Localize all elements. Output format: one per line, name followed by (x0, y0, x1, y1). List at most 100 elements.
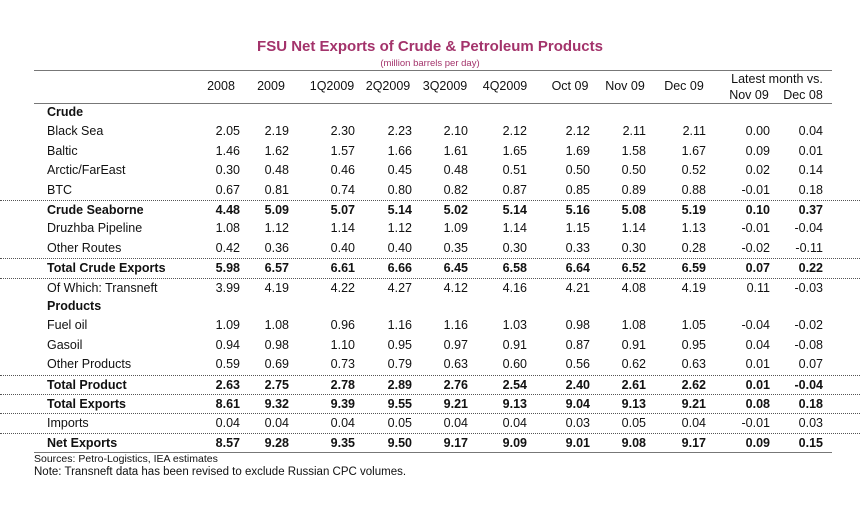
table-row: Fuel oil 1.09 1.08 0.96 1.16 1.16 1.03 0.98 1.08… (0, 316, 860, 335)
table-cell: 6.57 (264, 261, 289, 276)
table-cell: 0.45 (387, 163, 412, 178)
table-cell: 0.01 (798, 143, 823, 158)
table-cell: 1.10 (330, 337, 355, 352)
table-cell: 5.14 (387, 203, 412, 217)
table-cell: 9.21 (681, 397, 706, 411)
table-cell: 5.19 (681, 203, 706, 217)
table-row: Net Exports 8.57 9.28 9.35 9.50 9.17 9.09 9.01 9… (0, 432, 860, 453)
table-cell: 1.61 (443, 143, 468, 158)
table-cell: 1.16 (443, 318, 468, 333)
table-cell: 4.16 (502, 280, 527, 295)
table-cell: 0.95 (681, 337, 706, 352)
table-cell: 6.45 (443, 261, 468, 276)
table-cell: 2.11 (682, 124, 706, 139)
table-cell: 1.09 (443, 221, 468, 236)
table-cell: 0.33 (565, 240, 590, 255)
table-cell: 5.02 (443, 203, 468, 217)
table-cell: 0.89 (621, 182, 646, 197)
table-cell: 2.40 (565, 377, 590, 392)
table-cell: 2.76 (443, 377, 468, 392)
column-header: 2Q2009 (365, 79, 411, 93)
table-cell: 1.69 (565, 143, 590, 158)
table-notes: Sources: Petro-Logistics, IEA estimates … (34, 453, 406, 479)
table-cell: 2.05 (215, 124, 240, 139)
table-cell: 1.16 (387, 318, 412, 333)
table-cell: 0.98 (264, 337, 289, 352)
table-cell: 0.37 (798, 203, 823, 217)
table-cell: 0.87 (565, 337, 590, 352)
table-cell: 0.04 (330, 416, 355, 431)
top-rule (34, 70, 832, 71)
table-row: Druzhba Pipeline 1.08 1.12 1.14 1.12 1.09 1.14… (0, 219, 860, 238)
table-cell: 0.04 (681, 416, 706, 431)
table-title: FSU Net Exports of Crude & Petroleum Pro… (257, 38, 603, 55)
table-cell: 0.79 (387, 357, 412, 372)
table-cell: 0.91 (621, 337, 646, 352)
row-label: Of Which: Transneft (47, 280, 158, 295)
table-cell: 3.99 (215, 280, 240, 295)
row-label: Other Routes (47, 240, 122, 255)
table-cell: 0.01 (745, 357, 770, 372)
table-cell: 2.19 (264, 124, 289, 139)
table-cell: 0.05 (387, 416, 412, 431)
table-cell: 1.12 (387, 221, 412, 236)
table-cell: 4.21 (565, 280, 590, 295)
table-cell: -0.02 (794, 318, 824, 333)
table-cell: 5.16 (565, 203, 590, 217)
table-cell: 2.89 (387, 377, 412, 392)
table-cell: 0.30 (621, 240, 646, 255)
table-cell: 0.04 (443, 416, 468, 431)
table-cell: 9.08 (621, 435, 646, 450)
table-cell: 0.42 (215, 240, 240, 255)
table-cell: 0.94 (215, 337, 240, 352)
column-header: 2009 (257, 79, 285, 93)
column-header: 1Q2009 (309, 79, 355, 93)
table-cell: 0.80 (387, 182, 412, 197)
row-label: Fuel oil (47, 318, 88, 333)
table-cell: -0.04 (741, 318, 771, 333)
bottom-rule (34, 452, 832, 453)
table-cell: 1.14 (502, 221, 527, 236)
table-cell: 2.61 (621, 377, 646, 392)
table-cell: 9.39 (330, 397, 355, 411)
table-row: Crude (0, 103, 860, 122)
table-cell: -0.04 (794, 377, 824, 392)
table-cell: 0.67 (215, 182, 240, 197)
table-cell: 0.48 (264, 163, 289, 178)
table-cell: 0.88 (681, 182, 706, 197)
latest-month-header: Latest month vs. (731, 72, 823, 86)
table-cell: 0.04 (264, 416, 289, 431)
table-subtitle: (million barrels per day) (380, 58, 480, 69)
row-label: Imports (47, 416, 89, 431)
row-label: Gasoil (47, 337, 83, 352)
table-cell: 0.02 (745, 163, 770, 178)
table-cell: 0.63 (681, 357, 706, 372)
transneft-note: Note: Transneft data has been revised to… (34, 466, 407, 478)
table-cell: 0.51 (502, 163, 527, 178)
table-row: Products (0, 297, 860, 316)
table-row: Of Which: Transneft 3.99 4.19 4.22 4.27 4.12 4… (0, 277, 860, 298)
table-cell: 9.01 (565, 435, 590, 450)
table-row: Gasoil 0.94 0.98 1.10 0.95 0.97 0.91 0.87 0.91 0.… (0, 336, 860, 355)
table-cell: 0.09 (745, 435, 770, 450)
table-cell: 0.10 (745, 203, 770, 217)
table-cell: 1.08 (264, 318, 289, 333)
table-cell: 0.07 (745, 261, 770, 276)
table-cell: 0.73 (330, 357, 355, 372)
table-cell: 9.13 (502, 397, 527, 411)
table-row: Crude Seaborne 4.48 5.09 5.07 5.14 5.02 5.14 5.… (0, 200, 860, 220)
table-cell: 1.15 (565, 221, 590, 236)
table-cell: 0.91 (502, 337, 527, 352)
table-cell: 4.48 (215, 203, 240, 217)
table-cell: 0.85 (565, 182, 590, 197)
table-cell: 2.62 (681, 377, 706, 392)
column-header: 2008 (207, 79, 235, 93)
table-cell: 0.69 (264, 357, 289, 372)
table-cell: 9.32 (264, 397, 289, 411)
table-cell: 2.12 (565, 124, 590, 139)
table-cell: 0.63 (443, 357, 468, 372)
row-label: Total Crude Exports (47, 261, 166, 276)
table-row: Total Product 2.63 2.75 2.78 2.89 2.76 2.54 2.4… (0, 374, 860, 395)
table-cell: 6.58 (502, 261, 527, 276)
table-cell: 5.14 (502, 203, 527, 217)
